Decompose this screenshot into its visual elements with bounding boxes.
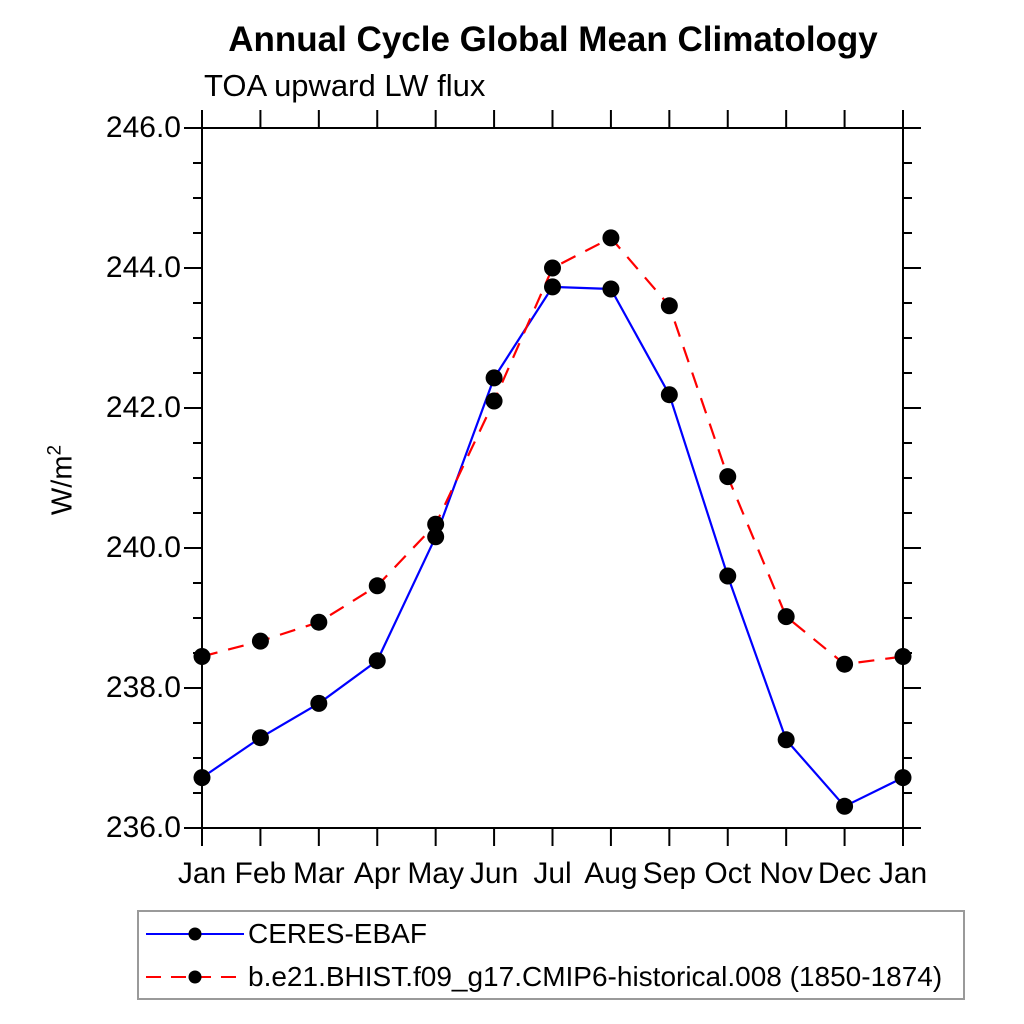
legend-line-solid-icon [146,927,244,940]
plot-frame [201,127,904,829]
data-point-marker-1 [777,608,795,626]
legend-line-dashed-icon [146,970,244,983]
legend-item-ceres-ebaf: CERES-EBAF [139,912,963,955]
x-tick-label: Dec [817,857,872,890]
x-tick-label: Jun [469,857,519,890]
data-point-marker-0 [777,731,795,749]
chart-title: Annual Cycle Global Mean Climatology [228,20,878,59]
y-tick-label: 236.0 [105,811,181,844]
x-tick-label: Jan [177,857,227,890]
x-tick-label: May [407,857,464,890]
data-point-marker-1 [660,297,678,315]
x-tick-label: Sep [642,857,697,890]
data-point-marker-1 [602,229,620,247]
data-point-marker-1 [427,515,445,533]
x-tick-label: Jan [878,857,928,890]
legend-item-model: b.e21.BHIST.f09_g17.CMIP6-historical.008… [139,955,963,998]
x-tick-label: Jul [533,857,572,890]
x-tick-label: Apr [353,857,401,890]
data-point-marker-0 [485,369,503,387]
data-point-marker-0 [251,729,269,747]
y-tick-label: 238.0 [105,671,181,704]
y-tick-label: 240.0 [105,531,181,564]
y-tick-label: 244.0 [105,251,181,284]
data-point-marker-0 [836,797,854,815]
data-point-marker-0 [368,652,386,670]
data-point-marker-1 [544,259,561,277]
x-tick-label: Mar [292,857,345,890]
data-point-marker-0 [660,386,678,404]
series-line-0 [201,285,904,808]
data-point-marker-0 [310,694,328,712]
data-point-marker-1 [251,632,269,650]
data-point-marker-0 [894,769,912,787]
data-point-marker-0 [602,280,620,298]
legend-label-ceres-ebaf: CERES-EBAF [248,917,427,949]
legend-label-model: b.e21.BHIST.f09_g17.CMIP6-historical.008… [248,960,943,992]
data-point-marker-1 [310,613,328,631]
data-point-marker-0 [193,769,211,787]
data-point-marker-0 [427,528,445,546]
x-tick-label: Oct [704,857,752,890]
chart-subtitle: TOA upward LW flux [204,68,486,103]
data-point-marker-1 [368,577,386,595]
data-point-marker-0 [544,278,561,296]
data-point-marker-1 [193,648,211,665]
data-point-marker-1 [894,648,912,665]
data-point-marker-1 [719,468,737,486]
series-line-1 [201,236,904,666]
y-tick-label: 246.0 [105,111,181,144]
y-tick-label: 242.0 [105,391,181,424]
data-point-marker-0 [719,567,737,585]
data-point-marker-1 [485,392,503,410]
legend: CERES-EBAF b.e21.BHIST.f09_g17.CMIP6-his… [137,910,965,1000]
x-tick-label: Nov [759,857,813,890]
data-point-marker-1 [836,655,854,673]
x-tick-label: Feb [234,857,287,890]
x-tick-label: Aug [584,857,638,890]
